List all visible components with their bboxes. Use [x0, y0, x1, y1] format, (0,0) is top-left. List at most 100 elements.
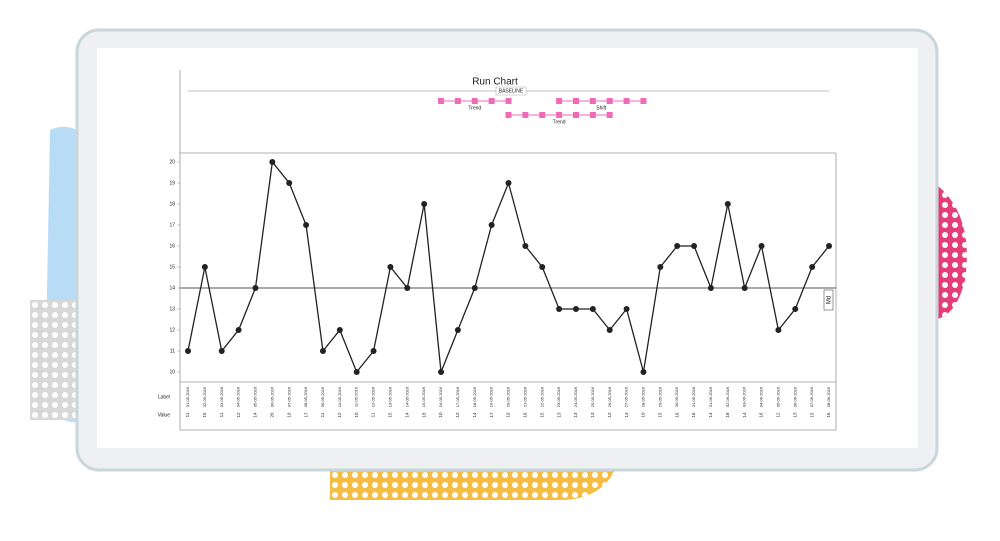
y-tick-label: 16	[169, 243, 175, 249]
category-label: 26-05-2016	[607, 386, 612, 407]
point	[724, 201, 731, 207]
run-marker	[438, 98, 445, 104]
value-label: 19	[506, 412, 511, 418]
value-label: 14	[472, 412, 477, 418]
point	[606, 327, 613, 333]
value-label: 10	[438, 412, 443, 418]
point	[707, 285, 714, 291]
point	[269, 159, 276, 165]
y-tick-label: 17	[169, 222, 175, 228]
point	[218, 348, 225, 354]
value-label: 13	[624, 412, 629, 418]
point	[201, 264, 208, 270]
value-label: 14	[742, 412, 747, 418]
point	[623, 306, 630, 312]
median-label: Md	[827, 296, 833, 304]
category-label: 31-05-2016	[691, 386, 696, 407]
decor-pink-dots	[930, 180, 967, 320]
category-label: 06-05-2016	[269, 386, 274, 407]
value-label: 13	[590, 412, 595, 418]
y-tick-label: 15	[169, 264, 175, 270]
y-tick-label: 14	[169, 285, 175, 291]
category-label: 06-06-2016	[792, 386, 797, 407]
point	[775, 327, 782, 333]
point	[336, 327, 343, 333]
y-tick-label: 20	[169, 159, 175, 165]
category-label: 04-05-2016	[236, 386, 241, 407]
run-marker	[522, 112, 529, 118]
value-label: 11	[320, 412, 325, 417]
run-marker	[606, 98, 613, 104]
category-label: 04-06-2016	[759, 386, 764, 407]
category-label: 24-05-2016	[573, 386, 578, 407]
point	[286, 180, 293, 186]
value-label: 15	[539, 412, 544, 418]
point	[185, 348, 191, 354]
value-label: 13	[556, 412, 561, 418]
value-label: 20	[270, 412, 275, 418]
value-label: 16	[759, 412, 764, 418]
category-label: 30-05-2016	[674, 386, 679, 407]
point	[303, 222, 310, 228]
value-label: 16	[523, 412, 528, 418]
category-label: 05-06-2016	[775, 386, 780, 407]
value-label: 11	[219, 412, 224, 417]
value-label: 11	[185, 412, 190, 417]
category-label: 23-05-2016	[556, 386, 561, 407]
run-marker	[640, 98, 647, 104]
point	[438, 369, 445, 375]
point	[522, 243, 529, 249]
run-label: Shift	[596, 105, 607, 111]
category-label: 20-05-2016	[506, 386, 511, 407]
decor-yellow-dots	[330, 470, 615, 500]
run-marker	[623, 98, 630, 104]
category-label: 10-05-2016	[337, 386, 342, 407]
value-label: 10	[354, 412, 359, 418]
point	[741, 285, 748, 291]
value-label: 11	[371, 412, 376, 417]
value-label: 12	[455, 412, 460, 418]
y-tick-label: 19	[169, 180, 175, 186]
point	[421, 201, 428, 207]
point	[235, 327, 242, 333]
value-label: 12	[607, 412, 612, 418]
point	[657, 264, 664, 270]
row-header: Label	[158, 394, 170, 400]
point	[370, 348, 377, 354]
baseline-box	[495, 86, 527, 96]
category-label: 16-05-2016	[438, 386, 443, 407]
run-marker	[488, 98, 495, 104]
run-marker	[589, 98, 596, 104]
category-label: 15-05-2016	[421, 386, 426, 407]
run-label: Trend	[553, 119, 566, 125]
point	[319, 348, 326, 354]
point	[674, 243, 681, 249]
point	[691, 243, 698, 249]
category-label: 09-05-2016	[320, 386, 325, 407]
y-tick-label: 10	[169, 369, 175, 375]
point	[589, 306, 596, 312]
value-label: 15	[388, 412, 393, 418]
chart-title: Run Chart	[472, 77, 518, 88]
value-label: 10	[641, 412, 646, 418]
value-label: 14	[253, 412, 258, 418]
value-label: 18	[421, 412, 426, 418]
category-label: 12-05-2016	[371, 386, 376, 407]
run-marker	[572, 112, 579, 118]
value-label: 18	[725, 412, 730, 418]
category-label: 22-05-2016	[539, 386, 544, 407]
point	[809, 264, 816, 270]
category-label: 01-05-2016	[185, 386, 190, 407]
category-label: 11-05-2016	[354, 386, 359, 407]
value-label: 19	[286, 412, 291, 418]
run-marker	[471, 98, 478, 104]
category-label: 01-06-2016	[708, 386, 713, 407]
run-marker	[505, 112, 512, 118]
point	[488, 222, 495, 228]
category-label: 13-05-2016	[387, 386, 392, 407]
point	[353, 369, 360, 375]
value-label: 12	[236, 412, 241, 418]
point	[572, 306, 579, 312]
value-label: 13	[573, 412, 578, 418]
value-label: 16	[691, 412, 696, 418]
